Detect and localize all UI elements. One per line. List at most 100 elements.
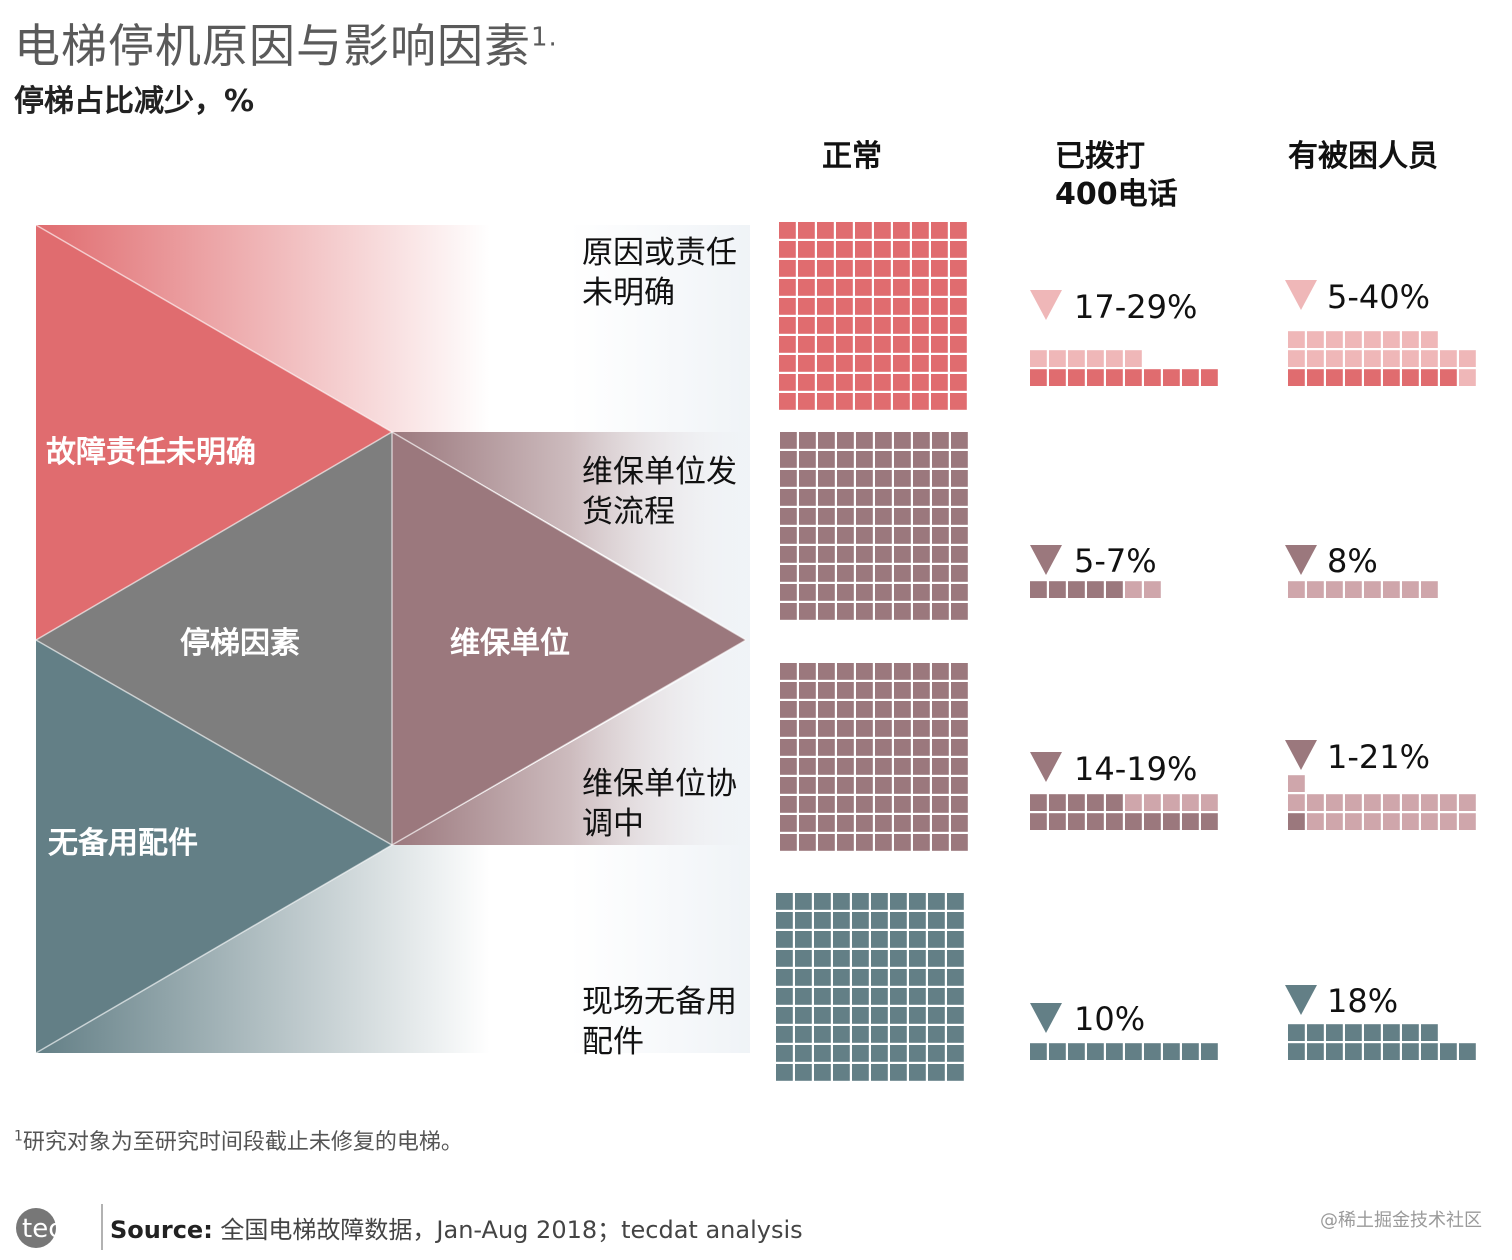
waffle-cell — [894, 834, 911, 851]
waffle-cell — [913, 701, 930, 718]
waffle-cell — [912, 298, 929, 315]
waffle-cell — [928, 1026, 945, 1043]
waffle-cell — [799, 432, 816, 449]
down-triangle-marker — [1285, 280, 1317, 310]
waffle-cell — [947, 931, 964, 948]
waffle-cell — [1049, 794, 1066, 811]
waffle-cell — [795, 1045, 812, 1062]
waffle-cell — [1459, 1043, 1476, 1060]
waffle-cell — [909, 893, 926, 910]
waffle-cell — [951, 451, 968, 468]
reduction-label: 1-21% — [1327, 738, 1431, 776]
waffle-cell — [798, 279, 815, 296]
waffle-cell — [875, 796, 892, 813]
waffle-cell — [779, 298, 796, 315]
waffle-cell — [833, 1026, 850, 1043]
waffle-cell — [932, 834, 949, 851]
row-label-shipping: 维保单位发 货流程 — [582, 454, 737, 530]
waffle-cell — [871, 988, 888, 1005]
waffle-cell — [779, 374, 796, 391]
waffle-cell — [932, 739, 949, 756]
waffle-cell — [1307, 813, 1324, 830]
waffle-cell — [932, 470, 949, 487]
waffle-cell — [1087, 1043, 1104, 1060]
waffle-cell — [1049, 369, 1066, 386]
waffle-cell — [1326, 369, 1343, 386]
waffle-cell — [890, 1064, 907, 1081]
waffle-cell — [799, 584, 816, 601]
waffle-cell — [932, 777, 949, 794]
waffle-cell — [837, 451, 854, 468]
waffle-cell — [855, 260, 872, 277]
waffle-cell — [1440, 813, 1457, 830]
waffle-cell — [951, 432, 968, 449]
waffle-cell — [950, 298, 967, 315]
waffle-cell — [1345, 1024, 1362, 1041]
waffle-cell — [875, 603, 892, 620]
waffle-cell — [890, 988, 907, 1005]
waffle-cell — [875, 470, 892, 487]
waffle-cell — [776, 893, 793, 910]
waffle-cell — [817, 355, 834, 372]
waffle-cell — [947, 969, 964, 986]
waffle-cell — [951, 777, 968, 794]
waffle-cell — [875, 701, 892, 718]
waffle-cell — [837, 796, 854, 813]
waffle-cell — [894, 489, 911, 506]
waffle-cell — [1459, 794, 1476, 811]
waffle-cell — [894, 603, 911, 620]
waffle-cell — [909, 1045, 926, 1062]
waffle-cell — [951, 739, 968, 756]
waffle-cell — [1440, 350, 1457, 367]
diagram-edge — [391, 431, 747, 641]
waffle-cell — [875, 584, 892, 601]
waffle-cell — [1421, 331, 1438, 348]
waffle-cell — [913, 834, 930, 851]
waffle-cell — [837, 834, 854, 851]
waffle-cell — [871, 893, 888, 910]
waffle-cell — [912, 374, 929, 391]
waffle-cell — [1068, 369, 1085, 386]
waffle-cell — [1383, 331, 1400, 348]
waffle-cell — [932, 663, 949, 680]
waffle-cell — [1201, 369, 1218, 386]
waffle-cell — [951, 758, 968, 775]
waffle-cell — [928, 988, 945, 1005]
waffle-cell — [799, 701, 816, 718]
waffle-cell — [833, 1064, 850, 1081]
waffle-cell — [1307, 331, 1324, 348]
waffle-cell — [833, 912, 850, 929]
waffle-cell — [912, 355, 929, 372]
waffle-cell — [931, 336, 948, 353]
waffle-cell — [1125, 369, 1142, 386]
waffle-cell — [1402, 369, 1419, 386]
waffle-cell — [1421, 1024, 1438, 1041]
waffle-cell — [909, 1007, 926, 1024]
waffle-cell — [856, 758, 873, 775]
waffle-cell — [1049, 813, 1066, 830]
waffle-cell — [1383, 581, 1400, 598]
waffle-cell — [1345, 331, 1362, 348]
waffle-cell — [1364, 369, 1381, 386]
waffle-cell — [799, 451, 816, 468]
waffle-cell — [894, 584, 911, 601]
waffle-cell — [1087, 794, 1104, 811]
waffle-cell — [799, 758, 816, 775]
waffle-cell — [913, 489, 930, 506]
waffle-cell — [856, 527, 873, 544]
triangle-label-no-parts: 无备用配件 — [48, 826, 198, 861]
waffle-cell — [950, 374, 967, 391]
waffle-cell — [931, 298, 948, 315]
waffle-cell — [932, 584, 949, 601]
waffle-cell — [894, 432, 911, 449]
waffle-cell — [799, 834, 816, 851]
waffle-cell — [928, 1007, 945, 1024]
waffle-cell — [912, 317, 929, 334]
waffle-cell — [1383, 794, 1400, 811]
waffle-cell — [856, 663, 873, 680]
waffle-cell — [1383, 813, 1400, 830]
waffle-cell — [1326, 331, 1343, 348]
waffle-cell — [837, 682, 854, 699]
waffle-cell — [950, 279, 967, 296]
waffle-cell — [893, 241, 910, 258]
